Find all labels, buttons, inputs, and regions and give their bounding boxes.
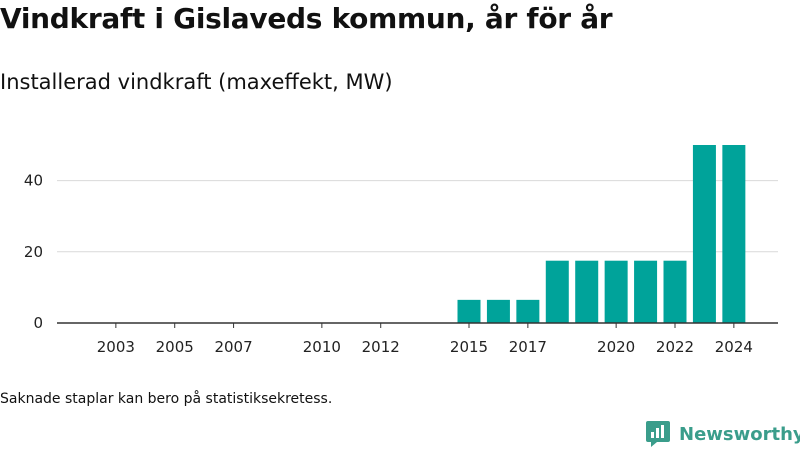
y-tick-label: 40 — [24, 172, 43, 190]
x-tick-label: 2017 — [509, 338, 547, 356]
x-tick-label: 2020 — [597, 338, 635, 356]
bar — [575, 260, 599, 323]
bar — [663, 260, 687, 323]
newsworthy-logo-icon — [646, 421, 670, 447]
bar — [516, 299, 540, 323]
x-tick-label: 2012 — [362, 338, 400, 356]
x-tick-label: 2022 — [656, 338, 694, 356]
footnote: Saknade staplar kan bero på statistiksek… — [0, 391, 333, 407]
bar — [545, 260, 569, 323]
bar — [457, 299, 481, 323]
y-tick-label: 20 — [24, 243, 43, 261]
bar — [604, 260, 628, 323]
x-tick-label: 2007 — [214, 338, 252, 356]
x-tick-label: 2010 — [303, 338, 341, 356]
brand-logo[interactable]: Newsworthy — [645, 420, 800, 448]
x-tick-label: 2015 — [450, 338, 488, 356]
chart-title: Vindkraft i Gislaveds kommun, år för år — [0, 2, 613, 35]
brand-name: Newsworthy — [679, 423, 800, 445]
bar-chart: 0 20 40 2003 2005 2007 2010 2012 2015 2017 2020 202… — [24, 145, 778, 356]
y-tick-label: 0 — [33, 314, 43, 332]
bar — [692, 145, 716, 323]
chart-subtitle: Installerad vindkraft (maxeffekt, MW) — [0, 70, 393, 94]
bar — [486, 299, 510, 323]
x-tick-label: 2003 — [97, 338, 135, 356]
x-tick-label: 2024 — [715, 338, 753, 356]
bar — [634, 260, 658, 323]
x-tick-label: 2005 — [156, 338, 194, 356]
bar — [722, 145, 746, 323]
